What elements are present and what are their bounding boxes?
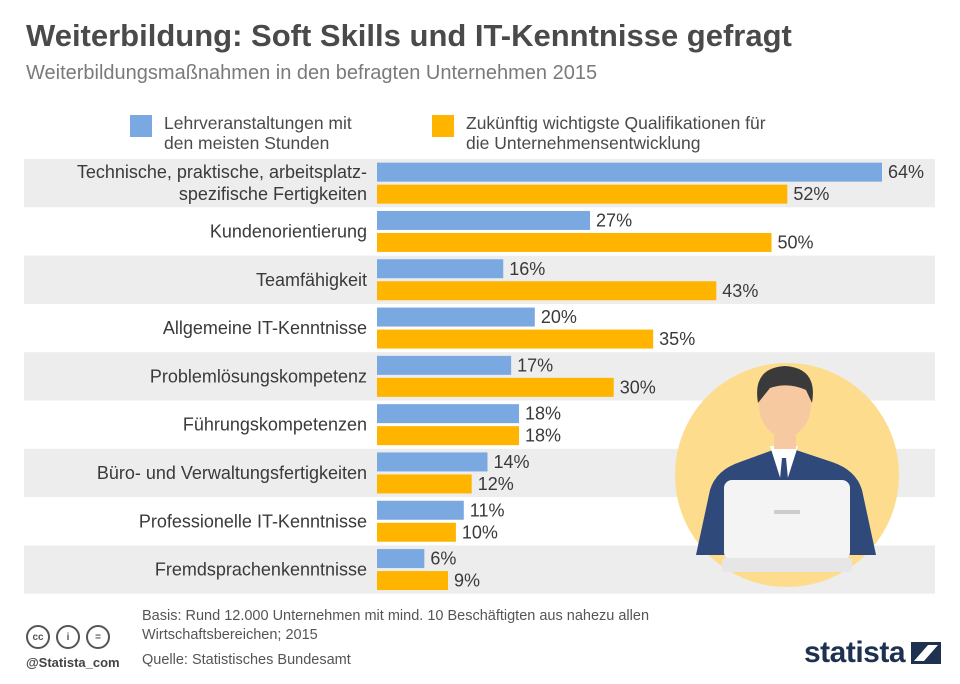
value-label: 18% (525, 426, 561, 446)
statista-handle[interactable]: @Statista_com (26, 655, 120, 670)
category-label: Fremdsprachenkenntnisse (155, 560, 367, 580)
category-label: Professionelle IT-Kenntnisse (139, 511, 367, 531)
value-label: 9% (454, 571, 480, 591)
value-label: 16% (509, 259, 545, 279)
value-label: 43% (722, 281, 758, 301)
value-label: 30% (620, 377, 656, 397)
bar-qualifikationen (377, 571, 449, 591)
value-label: 18% (525, 404, 561, 424)
bar-qualifikationen (377, 184, 788, 204)
bar-qualifikationen (377, 329, 654, 349)
legend-swatch-blue (130, 115, 152, 137)
chart-title: Weiterbildung: Soft Skills und IT-Kenntn… (26, 18, 792, 53)
statista-logo-text: statista (804, 636, 906, 669)
value-label: 12% (478, 474, 514, 494)
footer-source-note: Quelle: Statistisches Bundesamt (142, 652, 351, 668)
value-label: 17% (517, 355, 553, 375)
bar-lehrveranstaltungen (377, 355, 512, 375)
license-icons: cc i = (26, 625, 110, 649)
chart-subtitle: Weiterbildungsmaßnahmen in den befragten… (26, 62, 598, 84)
statista-logo[interactable]: statista (804, 636, 942, 670)
value-label: 14% (493, 452, 529, 472)
cc-icon[interactable]: cc (26, 625, 50, 649)
face-shape (759, 373, 811, 437)
laptop-base (722, 558, 852, 572)
category-label: Kundenorientierung (210, 221, 367, 241)
bar-lehrveranstaltungen (377, 549, 425, 569)
laptop-logo (774, 510, 800, 514)
value-label: 50% (778, 232, 814, 252)
category-label: Allgemeine IT-Kenntnisse (163, 318, 367, 338)
value-label: 20% (541, 307, 577, 327)
bar-lehrveranstaltungen (377, 500, 464, 520)
laptop-screen (724, 480, 850, 560)
bar-qualifikationen (377, 522, 456, 542)
value-label: 11% (470, 500, 505, 520)
bar-qualifikationen (377, 474, 472, 494)
bar-lehrveranstaltungen (377, 452, 488, 472)
bar-lehrveranstaltungen (377, 307, 535, 327)
legend-swatch-orange (432, 115, 454, 137)
statista-mark-icon (911, 642, 942, 664)
legend-item-qualifikationen: Zukünftig wichtigste Qualifikationen für… (432, 113, 766, 153)
value-label: 10% (462, 522, 498, 542)
legend-label-lehrveranstaltungen: Lehrveranstaltungen mit den meisten Stun… (164, 113, 352, 153)
value-labels: 64%52%27%50%16%43%20%35%17%30%18%18%14%1… (430, 162, 924, 590)
category-label: Teamfähigkeit (256, 270, 367, 290)
category-label: Technische, praktische, arbeitsplatz-spe… (77, 162, 367, 204)
value-label: 6% (430, 549, 456, 569)
legend-label-qualifikationen: Zukünftig wichtigste Qualifikationen für… (466, 113, 766, 153)
value-label: 64% (888, 162, 924, 182)
bar-qualifikationen (377, 232, 772, 252)
bar-lehrveranstaltungen (377, 404, 520, 424)
value-label: 35% (659, 329, 695, 349)
legend-item-lehrveranstaltungen: Lehrveranstaltungen mit den meisten Stun… (130, 113, 352, 153)
bar-lehrveranstaltungen (377, 162, 882, 182)
category-label: Führungskompetenzen (183, 415, 367, 435)
bars (377, 162, 882, 591)
value-label: 27% (596, 210, 632, 230)
bar-qualifikationen (377, 377, 614, 397)
bar-qualifikationen (377, 281, 717, 301)
bar-lehrveranstaltungen (377, 259, 504, 279)
hair-shape (757, 366, 813, 403)
footer-basis-note: Basis: Rund 12.000 Unternehmen mit mind.… (142, 608, 650, 643)
nd-icon[interactable]: = (86, 625, 110, 649)
category-label: Büro- und Verwaltungsfertigkeiten (97, 463, 367, 483)
man-with-laptop-illustration (675, 363, 899, 587)
category-labels: Technische, praktische, arbeitsplatz-spe… (77, 162, 367, 579)
bar-qualifikationen (377, 426, 520, 446)
value-label: 52% (793, 184, 829, 204)
category-label: Problemlösungskompetenz (150, 366, 367, 386)
by-icon[interactable]: i (56, 625, 80, 649)
bar-lehrveranstaltungen (377, 210, 591, 230)
